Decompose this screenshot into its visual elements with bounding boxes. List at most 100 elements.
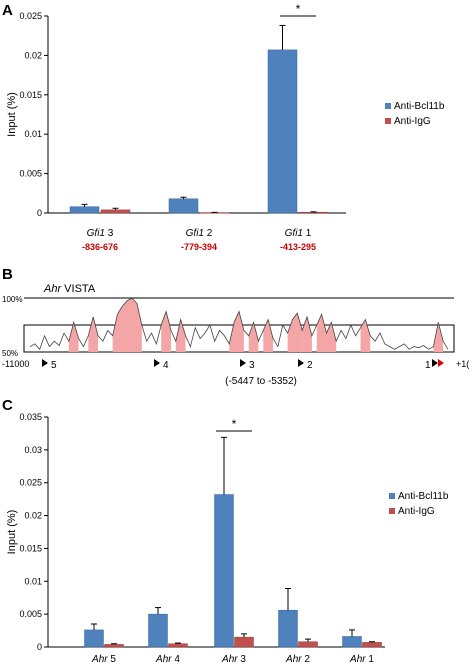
chart-c-category-label: Ahr 4	[155, 654, 180, 665]
region-number: 2	[204, 228, 213, 239]
chart-c-y-tick-label: 0.035	[19, 412, 42, 422]
vista-suffix: VISTA	[61, 283, 96, 295]
vista-marker-label: 4	[163, 360, 169, 371]
chart-c-legend-label: Anti-Bcl11b	[398, 491, 449, 502]
chart-a-region-coords: -836-676	[82, 242, 118, 252]
chart-a-y-tick-label: 0.005	[19, 169, 42, 179]
region-number: 3	[238, 654, 247, 665]
vista-axis-right: +1(	[456, 359, 469, 369]
vista-conserved-region	[88, 316, 99, 352]
gene-name: Ahr	[349, 654, 366, 665]
chart-a-bar-igg	[100, 209, 131, 214]
vista-conserved-region	[326, 322, 337, 352]
panel-label-c: C	[2, 397, 13, 414]
vista-plot-b: Ahr VISTA 100% 50%-11000 +1( 5 4 3 2 1 (-5447 to …	[2, 283, 469, 387]
chart-c-bar-igg	[168, 643, 188, 648]
chart-a-y-tick-label: 0.01	[24, 129, 42, 139]
gene-name: Gfi1	[186, 228, 204, 239]
chart-c-y-tick-label: 0.025	[19, 478, 42, 488]
chart-c-bar-bcl11b	[84, 629, 104, 648]
vista-conserved-region	[263, 319, 274, 352]
chart-a-y-axis-title: Input (%)	[6, 92, 18, 137]
panel-label-a: A	[2, 2, 13, 19]
vista-region-label: (-5447 to -5352)	[225, 376, 297, 387]
region-number: 1	[303, 228, 312, 239]
chart-c-significance-star: *	[232, 417, 237, 431]
vista-marker-label: 3	[249, 360, 255, 371]
vista-conserved-region	[316, 314, 327, 352]
region-number: 4	[172, 654, 181, 665]
chart-a-legend-swatch	[385, 103, 391, 109]
vista-marker-label: 5	[51, 360, 57, 371]
vista-ylabel-bottom: 50%	[2, 349, 18, 358]
chart-c-bar-bcl11b	[214, 494, 234, 648]
vista-conserved-region	[112, 298, 142, 352]
chart-c-y-tick-label: 0.02	[24, 511, 42, 521]
chart-c-y-tick-label: 0.015	[19, 543, 42, 553]
vista-marker-label: 1	[425, 360, 431, 371]
chart-a-y-tick-label: 0.02	[24, 50, 42, 60]
chart-c-category-label: Ahr 5	[91, 654, 116, 665]
chart-a-legend-swatch	[385, 118, 391, 124]
vista-marker-arrow	[432, 359, 438, 367]
vista-conserved-region	[360, 319, 371, 352]
region-number: 2	[302, 654, 311, 665]
chart-a-region-coords: -779-394	[181, 242, 217, 252]
chart-c-legend-label: Anti-IgG	[398, 506, 435, 517]
chart-a-y-tick-label: 0	[37, 208, 42, 218]
chart-c-y-tick-label: 0.005	[19, 609, 42, 619]
region-number: 1	[366, 654, 375, 665]
vista-conserved-region	[229, 311, 244, 352]
chart-a-legend-label: Anti-Bcl11b	[394, 101, 445, 112]
vista-conserved-region	[302, 316, 312, 352]
vista-marker-arrow	[154, 359, 160, 367]
chart-c-y-tick-label: 0.03	[24, 445, 42, 455]
vista-axis-left: -11000	[2, 359, 29, 369]
chart-a-category-label: Gfi1 3	[87, 228, 114, 239]
chart-c-bar-bcl11b	[342, 636, 362, 648]
chart-a-bar-igg	[298, 211, 329, 214]
region-number: 3	[105, 228, 114, 239]
vista-conserved-region	[248, 322, 259, 352]
chart-a-y-tick-label: 0.025	[19, 11, 42, 21]
region-number: 5	[108, 654, 117, 665]
vista-conserved-region	[433, 322, 444, 352]
chart-c-bar-igg	[362, 642, 382, 648]
panel-label-b: B	[2, 266, 13, 283]
gene-name: Gfi1	[285, 228, 303, 239]
chart-a-legend-label: Anti-IgG	[394, 116, 431, 127]
chart-c-category-label: Ahr 2	[285, 654, 310, 665]
chart-a-bar-bcl11b	[267, 49, 298, 214]
chart-c-y-axis-title: Input (%)	[6, 510, 18, 555]
chart-c-category-label: Ahr 1	[349, 654, 374, 665]
chart-a-bar-bcl11b	[69, 206, 100, 214]
gene-name: Gfi1	[87, 228, 105, 239]
chart-c-bar-igg	[104, 644, 124, 648]
chart-c-category-label: Ahr 3	[221, 654, 246, 665]
chart-a: 0 0.005 0.01 0.015 0.02 0.025 Input (%) Gfi1 3 -…	[6, 2, 445, 252]
chart-a-significance-star: *	[296, 2, 301, 16]
chart-c-bar-bcl11b	[278, 609, 298, 648]
vista-marker-label: 2	[307, 360, 313, 371]
vista-conserved-region	[161, 311, 171, 352]
chart-c: 0 0.005 0.01 0.015 0.02 0.025 0.03 0.035 Input (…	[6, 412, 449, 665]
vista-ylabel-top: 100%	[2, 295, 22, 304]
gene-name: Ahr	[91, 654, 108, 665]
vista-marker-arrow	[298, 359, 304, 367]
chart-c-bar-bcl11b	[148, 613, 168, 648]
gene-name: Ahr	[221, 654, 238, 665]
vista-gene: Ahr	[43, 283, 62, 295]
chart-a-bar-bcl11b	[168, 198, 199, 214]
chart-c-y-tick-label: 0	[37, 642, 42, 652]
chart-a-category-label: Gfi1 1	[285, 228, 312, 239]
vista-marker-arrow	[240, 359, 246, 367]
vista-marker-arrow	[42, 359, 48, 367]
chart-a-region-coords: -413-295	[280, 242, 316, 252]
vista-conserved-region	[287, 313, 303, 352]
chart-c-legend-swatch	[389, 493, 395, 499]
chart-c-legend-swatch	[389, 508, 395, 514]
chart-c-bar-igg	[298, 641, 318, 648]
gene-name: Ahr	[155, 654, 172, 665]
vista-title: Ahr VISTA	[43, 283, 96, 295]
